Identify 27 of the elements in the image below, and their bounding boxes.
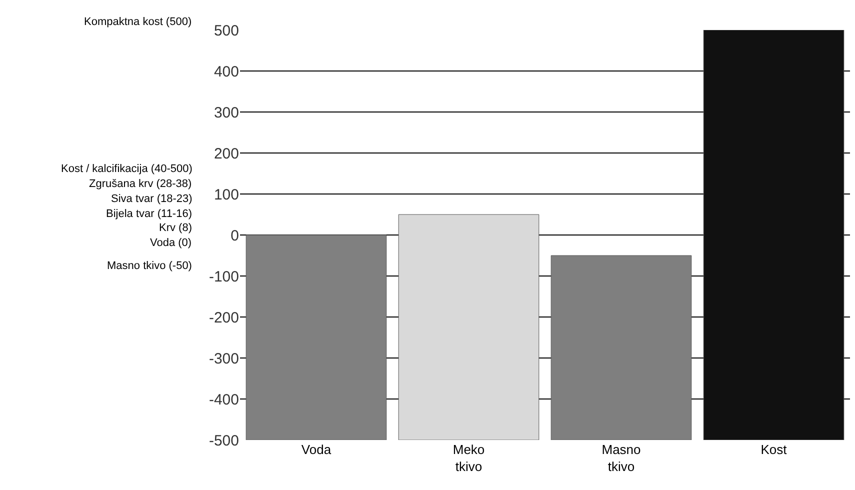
y-tick-label: 0: [230, 227, 239, 244]
text: Krv (8): [159, 222, 192, 234]
y-tick-label: 400: [214, 63, 239, 80]
y-tick-label: -100: [208, 268, 239, 286]
x-tick-label: Meko tkivo: [452, 442, 485, 474]
text: Zgrušana krv (28-38): [89, 178, 192, 190]
text: Masno tkivo (-50): [107, 260, 192, 272]
y-tick-label: 100: [214, 186, 239, 204]
x-tick-label: Voda: [301, 442, 332, 457]
bar: [246, 234, 387, 440]
bar: [550, 255, 692, 440]
bar: [703, 30, 844, 440]
text: Bijela tvar (11-16): [106, 208, 192, 220]
text: Voda (0): [150, 237, 192, 249]
y-tick-label: 200: [214, 145, 239, 162]
y-tick-label: -400: [208, 391, 239, 408]
text: Kompaktna kost (500): [84, 16, 192, 28]
y-tick-label: -200: [208, 309, 239, 326]
y-tick-label: -500: [208, 432, 239, 450]
y-tick-label: 300: [214, 104, 239, 122]
x-tick-label: Kost: [760, 442, 788, 457]
y-tick-label: -300: [208, 350, 239, 368]
text: Siva tvar (18-23): [111, 193, 192, 205]
x-tick-label: Masno tkivo: [602, 442, 641, 474]
bar: [398, 214, 540, 440]
y-tick-label: 500: [214, 22, 239, 40]
text: Kost / kalcifikacija (40-500): [61, 163, 192, 175]
